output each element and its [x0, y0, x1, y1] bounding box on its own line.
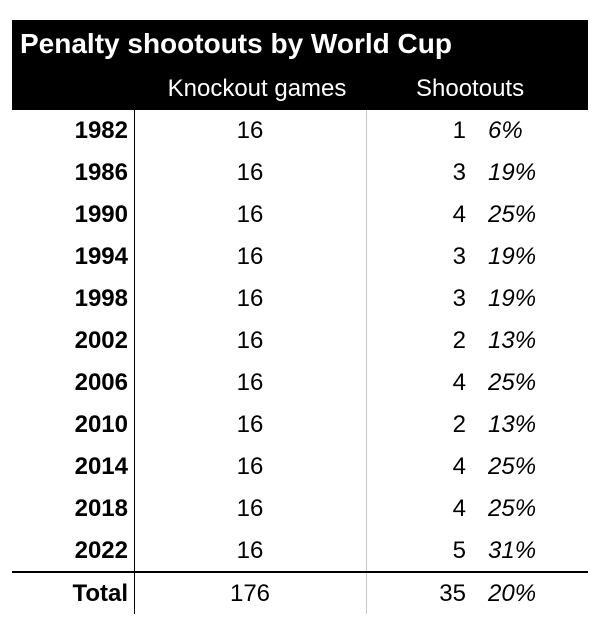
row-shootout-percent: 19% — [488, 243, 537, 270]
row-shootout-percent: 6% — [488, 117, 523, 144]
row-shootout-percent: 19% — [488, 285, 537, 312]
row-year: 1994 — [74, 243, 128, 270]
row-year: 2018 — [74, 495, 128, 522]
table-row: 2014 16 4 25% — [12, 446, 588, 488]
row-shootout-percent: 25% — [488, 495, 537, 522]
table-row: 2006 16 4 25% — [12, 362, 588, 404]
table-row: 1994 16 3 19% — [12, 236, 588, 278]
row-year: 1986 — [74, 159, 128, 186]
row-knockout-games: 16 — [236, 495, 264, 522]
total-row: Total 176 35 20% — [12, 573, 588, 614]
column-header-knockout-games: Knockout games — [167, 75, 347, 102]
table-row: 2022 16 5 31% — [12, 530, 588, 572]
row-year: 1990 — [74, 201, 128, 228]
year-column-divider — [134, 110, 135, 614]
row-shootouts: 4 — [452, 495, 466, 522]
row-knockout-games: 16 — [236, 369, 264, 396]
row-year: 2010 — [74, 411, 128, 438]
row-shootout-percent: 13% — [488, 327, 537, 354]
row-year: 2006 — [74, 369, 128, 396]
row-shootouts: 2 — [452, 327, 466, 354]
row-shootout-percent: 13% — [488, 411, 537, 438]
row-shootouts: 4 — [452, 369, 466, 396]
row-shootouts: 4 — [452, 201, 466, 228]
total-games: 176 — [229, 580, 271, 607]
table-row: 1986 16 3 19% — [12, 152, 588, 194]
games-column-divider — [366, 110, 367, 614]
row-year: 1998 — [74, 285, 128, 312]
row-knockout-games: 16 — [236, 117, 264, 144]
total-shootouts: 35 — [439, 580, 466, 607]
row-knockout-games: 16 — [236, 411, 264, 438]
row-knockout-games: 16 — [236, 201, 264, 228]
table-row: 1990 16 4 25% — [12, 194, 588, 236]
row-shootout-percent: 25% — [488, 369, 537, 396]
row-shootouts: 3 — [452, 159, 466, 186]
total-percent: 20% — [488, 580, 537, 607]
row-shootouts: 5 — [452, 537, 466, 564]
row-knockout-games: 16 — [236, 327, 264, 354]
row-shootout-percent: 31% — [488, 537, 537, 564]
row-shootouts: 4 — [452, 453, 466, 480]
table-header: Penalty shootouts by World Cup Knockout … — [12, 20, 588, 110]
row-year: 2002 — [74, 327, 128, 354]
table-row: 1982 16 1 6% — [12, 110, 588, 152]
row-shootout-percent: 19% — [488, 159, 537, 186]
row-knockout-games: 16 — [236, 243, 264, 270]
row-shootouts: 3 — [452, 243, 466, 270]
column-header-shootouts: Shootouts — [416, 75, 525, 102]
total-divider — [12, 571, 588, 573]
shootouts-table: Penalty shootouts by World Cup Knockout … — [12, 20, 588, 614]
table-body: 1982 16 1 6% 1986 16 3 19% 1990 16 4 25% 1994 16 3 19% 1… — [12, 110, 588, 572]
row-shootouts: 3 — [452, 285, 466, 312]
total-label: Total — [72, 580, 128, 607]
row-knockout-games: 16 — [236, 453, 264, 480]
row-shootouts: 1 — [452, 117, 466, 144]
row-knockout-games: 16 — [236, 537, 264, 564]
table-row: 2018 16 4 25% — [12, 488, 588, 530]
table-row: 2002 16 2 13% — [12, 320, 588, 362]
table-row: 2010 16 2 13% — [12, 404, 588, 446]
table-row: 1998 16 3 19% — [12, 278, 588, 320]
table-title: Penalty shootouts by World Cup — [20, 28, 452, 59]
row-year: 2022 — [74, 537, 128, 564]
row-shootout-percent: 25% — [488, 453, 537, 480]
row-shootouts: 2 — [452, 411, 466, 438]
row-knockout-games: 16 — [236, 285, 264, 312]
row-knockout-games: 16 — [236, 159, 264, 186]
row-year: 1982 — [74, 117, 128, 144]
row-shootout-percent: 25% — [488, 201, 537, 228]
row-year: 2014 — [74, 453, 128, 480]
